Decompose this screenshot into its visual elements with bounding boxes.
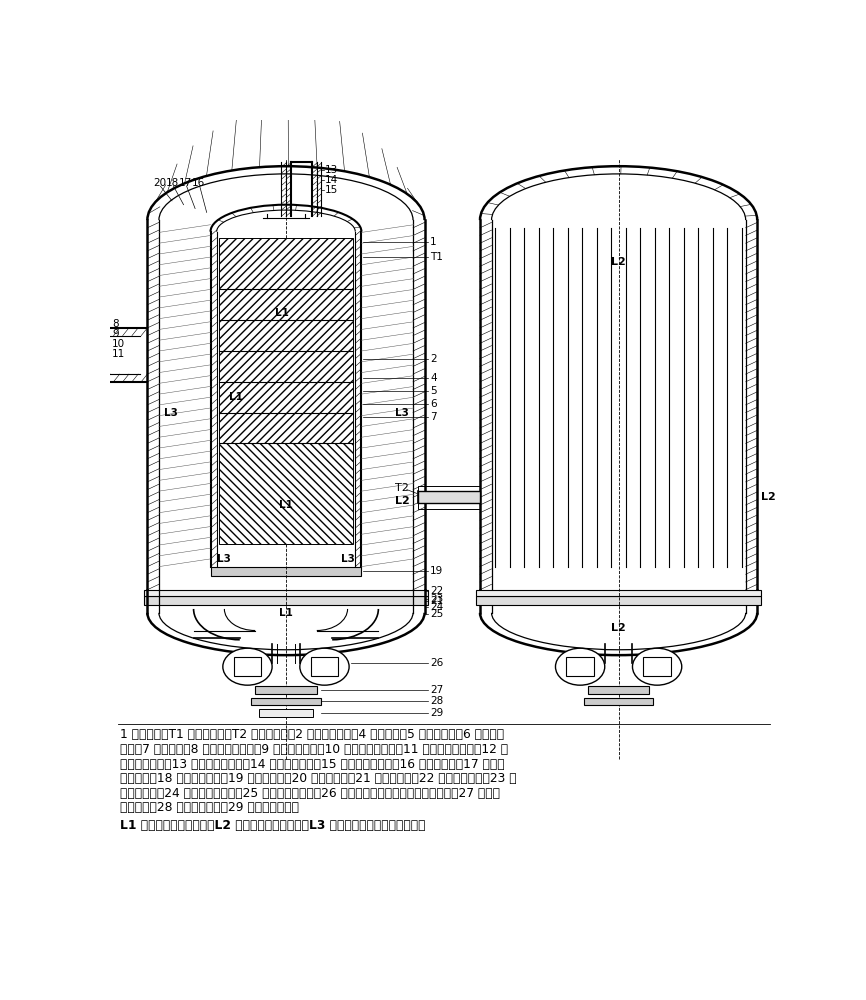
Text: L1: L1	[279, 500, 293, 510]
Text: 15: 15	[326, 185, 339, 195]
Text: 定筒，7 承压外筒，8 一次侧入流管道，9 入流管绝热层，10 入流绝热固定筒，11 一次侧回流管道，12 二: 定筒，7 承压外筒，8 一次侧入流管道，9 入流管绝热层，10 入流绝热固定筒，…	[120, 743, 507, 756]
Text: 24: 24	[430, 602, 443, 612]
Text: 压封头法兰，24 承压法兰密封环，25 承压法兰紧固件，26 一次侧工作介质强制循环泵或风机，27 半球形: 压封头法兰，24 承压法兰密封环，25 承压法兰紧固件，26 一次侧工作介质强制…	[120, 787, 500, 800]
Text: 1: 1	[430, 237, 436, 247]
Bar	[219, 443, 353, 544]
Text: 19: 19	[430, 566, 443, 576]
Text: L2: L2	[395, 496, 410, 506]
Bar	[418, 491, 480, 503]
Ellipse shape	[300, 648, 349, 685]
Bar	[476, 590, 761, 596]
Text: 27: 27	[430, 685, 443, 695]
Text: 28: 28	[430, 696, 443, 706]
Text: 4: 4	[430, 373, 436, 383]
Bar	[210, 567, 361, 576]
Ellipse shape	[632, 648, 682, 685]
Bar	[311, 657, 339, 676]
Bar	[144, 596, 429, 605]
Text: 1 换热单元，T1 一次侧孔道，T2 二次侧孔道，2 一次侧折流板，4 承压内筒，5 内筒绝热层，6 绝热层固: 1 换热单元，T1 一次侧孔道，T2 二次侧孔道，2 一次侧折流板，4 承压内筒…	[120, 728, 504, 741]
Bar	[234, 657, 262, 676]
Text: 7: 7	[430, 412, 436, 422]
Text: 5: 5	[430, 386, 436, 396]
Text: 2: 2	[430, 354, 436, 364]
Text: 9: 9	[112, 329, 119, 339]
Text: L1: L1	[275, 308, 289, 318]
Bar	[259, 709, 313, 717]
Bar	[476, 596, 761, 605]
Text: 17: 17	[179, 178, 192, 188]
Bar	[643, 657, 671, 676]
Text: 头绝热层，18 绝热固定封头，19 内筒底封板，20 外筒顶封头，21 外筒底封头，22 承压外筒法兰，23 承: 头绝热层，18 绝热固定封头，19 内筒底封板，20 外筒顶封头，21 外筒底封…	[120, 772, 516, 785]
Text: 6: 6	[430, 399, 436, 409]
Text: T1: T1	[430, 252, 443, 262]
Text: L2: L2	[611, 257, 626, 267]
Bar	[251, 698, 320, 705]
Bar	[588, 686, 650, 694]
Ellipse shape	[223, 648, 272, 685]
Text: 26: 26	[430, 658, 443, 668]
Text: 25: 25	[430, 609, 443, 619]
Bar	[255, 686, 317, 694]
Text: T2: T2	[395, 483, 410, 493]
Bar	[584, 698, 653, 705]
Text: 盲板法兰，28 盲板法兰密封，29 盲板法兰紧固件: 盲板法兰，28 盲板法兰密封，29 盲板法兰紧固件	[120, 801, 299, 814]
Text: L2: L2	[611, 623, 626, 633]
Text: 20: 20	[152, 178, 166, 188]
Bar	[418, 486, 480, 509]
Text: 16: 16	[192, 178, 205, 188]
Text: 23: 23	[430, 594, 443, 604]
Text: L1 一次侧工作介质流道，L2 二次侧工作介质流道，L3 一次侧冷端工作介质回流流道: L1 一次侧工作介质流道，L2 二次侧工作介质流道，L3 一次侧冷端工作介质回流…	[120, 819, 425, 832]
Text: 22: 22	[430, 586, 443, 596]
Text: 29: 29	[430, 708, 443, 718]
Text: 14: 14	[326, 175, 339, 185]
Text: 18: 18	[166, 178, 179, 188]
Text: 8: 8	[112, 319, 119, 329]
Bar	[219, 238, 353, 443]
Text: 10: 10	[112, 339, 125, 349]
Text: 21: 21	[430, 596, 443, 606]
Text: L3: L3	[340, 554, 354, 564]
Text: L1: L1	[279, 608, 293, 618]
Text: L3: L3	[164, 408, 178, 418]
Bar	[566, 657, 594, 676]
Text: L3: L3	[395, 408, 409, 418]
Text: 11: 11	[112, 349, 126, 359]
Bar	[144, 590, 429, 596]
Text: L2: L2	[761, 492, 776, 502]
Text: L1: L1	[229, 392, 242, 402]
Text: 13: 13	[326, 165, 339, 175]
Ellipse shape	[555, 648, 604, 685]
Text: 次侧入流管道，13 二次侧出流管道，14 出流管绝热层，15 出流绝热固定筒，16 内筒顶封头，17 内筒封: 次侧入流管道，13 二次侧出流管道，14 出流管绝热层，15 出流绝热固定筒，1…	[120, 758, 504, 771]
Text: L3: L3	[217, 554, 231, 564]
